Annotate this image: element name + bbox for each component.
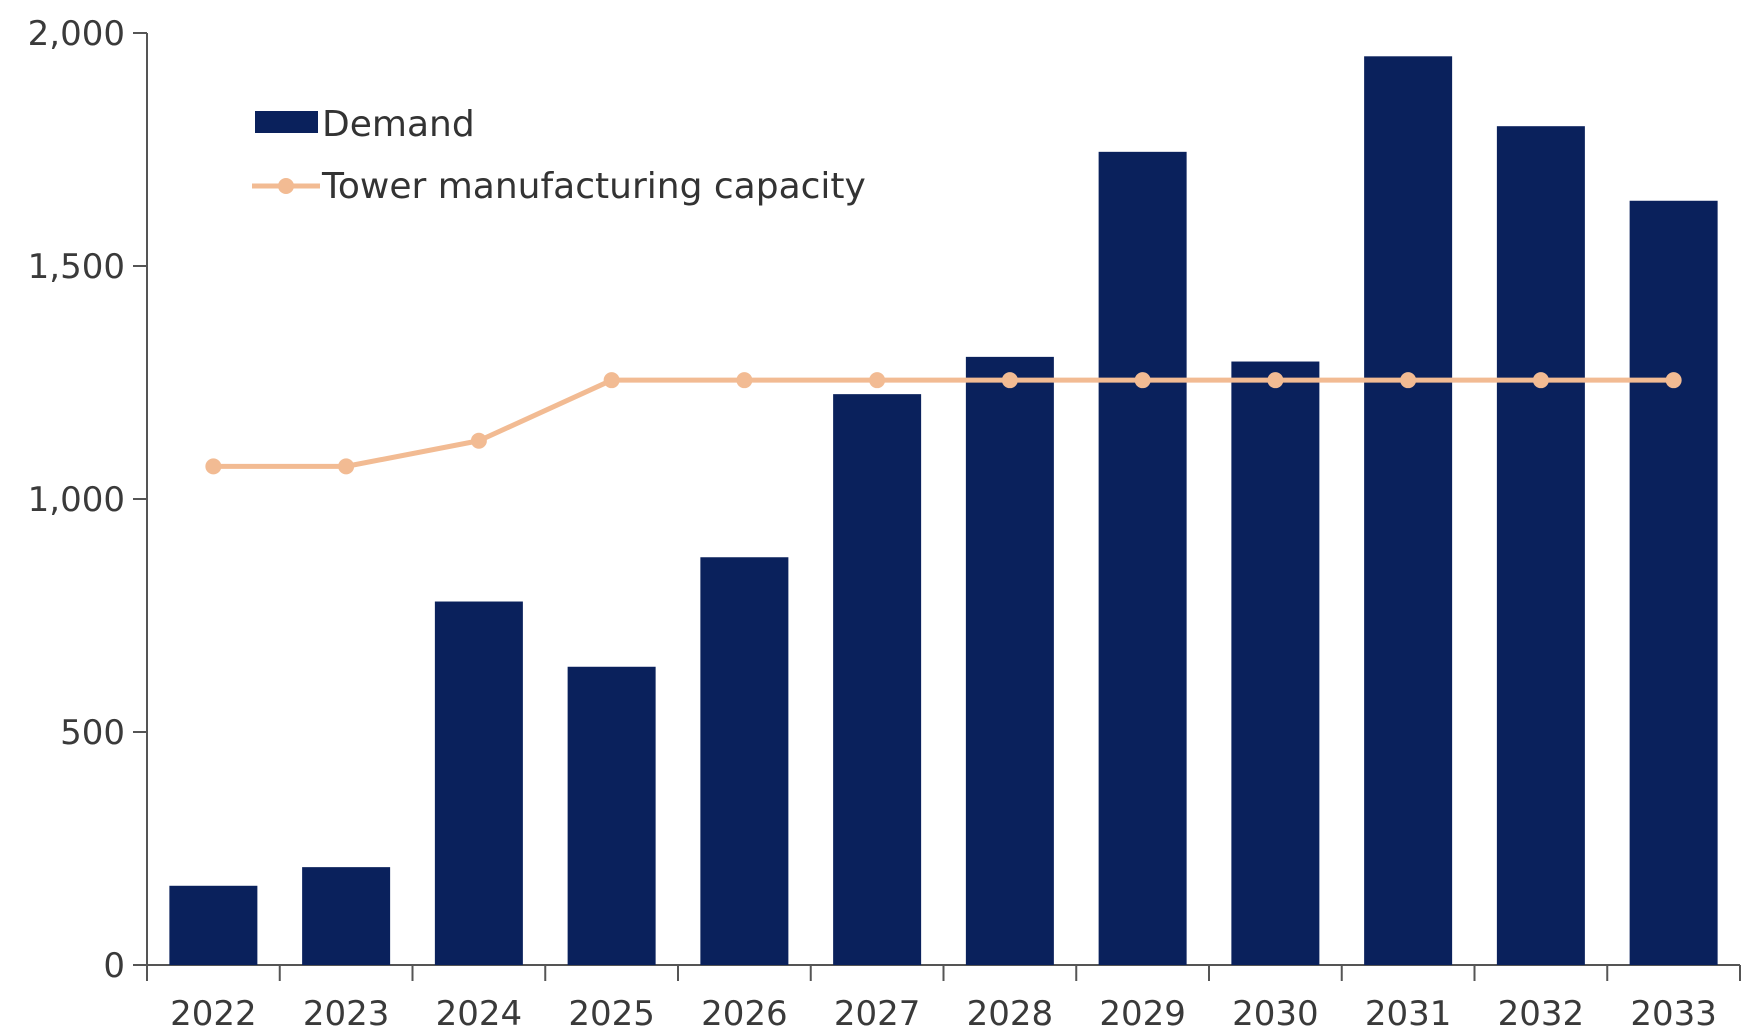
x-tick-label: 2023	[303, 994, 390, 1034]
bar-demand-2032	[1496, 126, 1585, 965]
bar-demand-2028	[965, 356, 1054, 965]
capacity-point-2032	[1532, 372, 1549, 389]
y-tick-label: 0	[103, 946, 125, 986]
bar-demand-2030	[1231, 361, 1320, 965]
bar-demand-2033	[1629, 200, 1718, 965]
y-tick-label: 1,000	[28, 480, 125, 520]
y-tick-label: 500	[60, 713, 125, 753]
capacity-point-2029	[1134, 372, 1151, 389]
x-tick-label: 2030	[1232, 994, 1319, 1034]
bar-demand-2026	[700, 557, 789, 965]
capacity-line	[213, 377, 1674, 469]
y-axis: 0 500 1,000 1,500 2,000	[28, 14, 148, 986]
bar-demand-2025	[567, 666, 656, 965]
bar-demand-2027	[833, 394, 922, 965]
x-tick-label: 2031	[1365, 994, 1452, 1034]
capacity-point-2022	[205, 458, 222, 475]
legend-swatch-demand	[255, 111, 318, 133]
bar-demand-2023	[302, 867, 391, 965]
legend-label-capacity: Tower manufacturing capacity	[321, 166, 866, 207]
legend-swatch-capacity-marker	[278, 178, 294, 194]
bar-demand-2024	[434, 601, 523, 965]
x-tick-label: 2028	[967, 994, 1054, 1034]
capacity-point-2025	[603, 372, 620, 389]
bar-demand-2031	[1364, 56, 1453, 966]
y-tick-label: 2,000	[28, 14, 125, 54]
x-tick-label: 2027	[834, 994, 921, 1034]
x-tick-label: 2024	[436, 994, 523, 1034]
capacity-point-2026	[736, 372, 753, 389]
capacity-point-2031	[1400, 372, 1417, 389]
x-tick-label: 2025	[568, 994, 655, 1034]
bar-demand-2029	[1098, 151, 1187, 965]
demand-bars	[169, 56, 1718, 966]
capacity-point-2033	[1665, 372, 1682, 389]
x-tick-label: 2033	[1630, 994, 1717, 1034]
capacity-point-2023	[338, 458, 355, 475]
legend-label-demand: Demand	[322, 104, 475, 145]
capacity-point-2028	[1001, 372, 1018, 389]
legend: Demand Tower manufacturing capacity	[252, 104, 866, 207]
bar-demand-2022	[169, 885, 258, 965]
x-axis: 2022 2023 2024 2025 2026 2027 2028 2029 2030 2031…	[146, 964, 1741, 1034]
capacity-point-2027	[869, 372, 886, 389]
capacity-line-series	[205, 372, 1682, 475]
x-tick-label: 2029	[1099, 994, 1186, 1034]
x-tick-label: 2026	[701, 994, 788, 1034]
x-tick-label: 2032	[1498, 994, 1585, 1034]
y-tick-label: 1,500	[28, 247, 125, 287]
capacity-point-2024	[470, 432, 487, 449]
x-tick-label: 2022	[170, 994, 257, 1034]
capacity-point-2030	[1267, 372, 1284, 389]
